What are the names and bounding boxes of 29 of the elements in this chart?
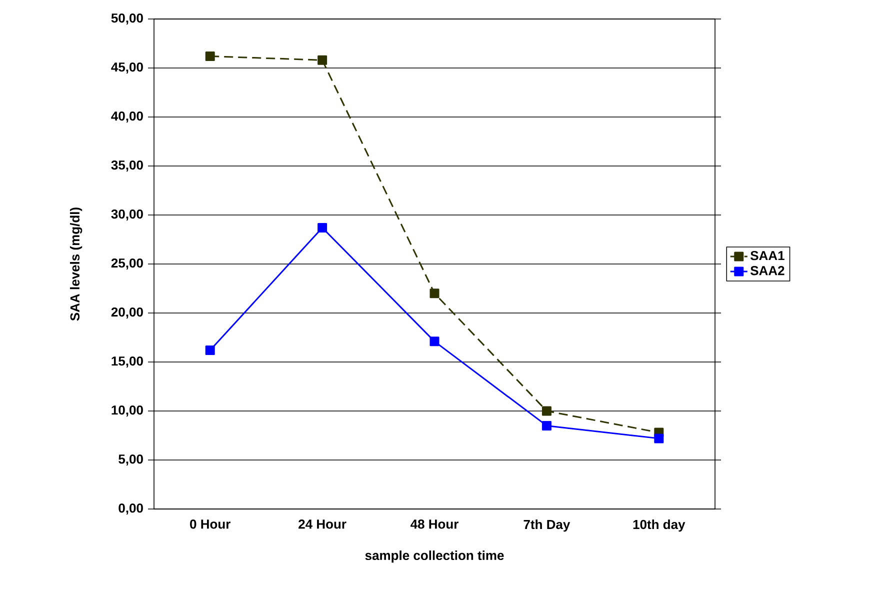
x-tick-label: 0 Hour [190,520,230,529]
legend-label: SAA1 [750,250,784,260]
x-tick-label: 7th Day [524,520,570,532]
legend-label: SAA2 [750,266,784,276]
y-tick-label: 35,00 [111,160,143,172]
y-tick-label: 50,00 [111,13,143,25]
x-tick-label: 48 Hour [410,520,458,529]
y-tick-label: 45,00 [111,62,143,74]
point [318,222,328,232]
x-axis-title: sample collection time [365,550,504,563]
point [430,288,440,298]
x-tick-label: 10th day [633,520,686,532]
point [542,406,552,416]
point [318,55,328,65]
y-tick-label: 25,00 [111,258,143,270]
point [205,51,215,61]
point [542,420,552,430]
point [205,345,215,355]
y-tick-label: 30,00 [111,209,143,221]
y-tick-label: 20,00 [111,307,143,319]
y-axis-title: SAA levels (mg/dl) [70,208,82,321]
x-tick-label: 24 Hour [298,520,346,529]
point [654,434,664,444]
y-tick-label: 10,00 [112,405,143,417]
y-tick-label: 15,00 [112,356,143,368]
y-tick-label: 0,00 [118,503,143,515]
point [430,336,440,346]
y-tick-label: 5,00 [118,454,143,466]
y-tick-label: 40,00 [111,111,143,123]
